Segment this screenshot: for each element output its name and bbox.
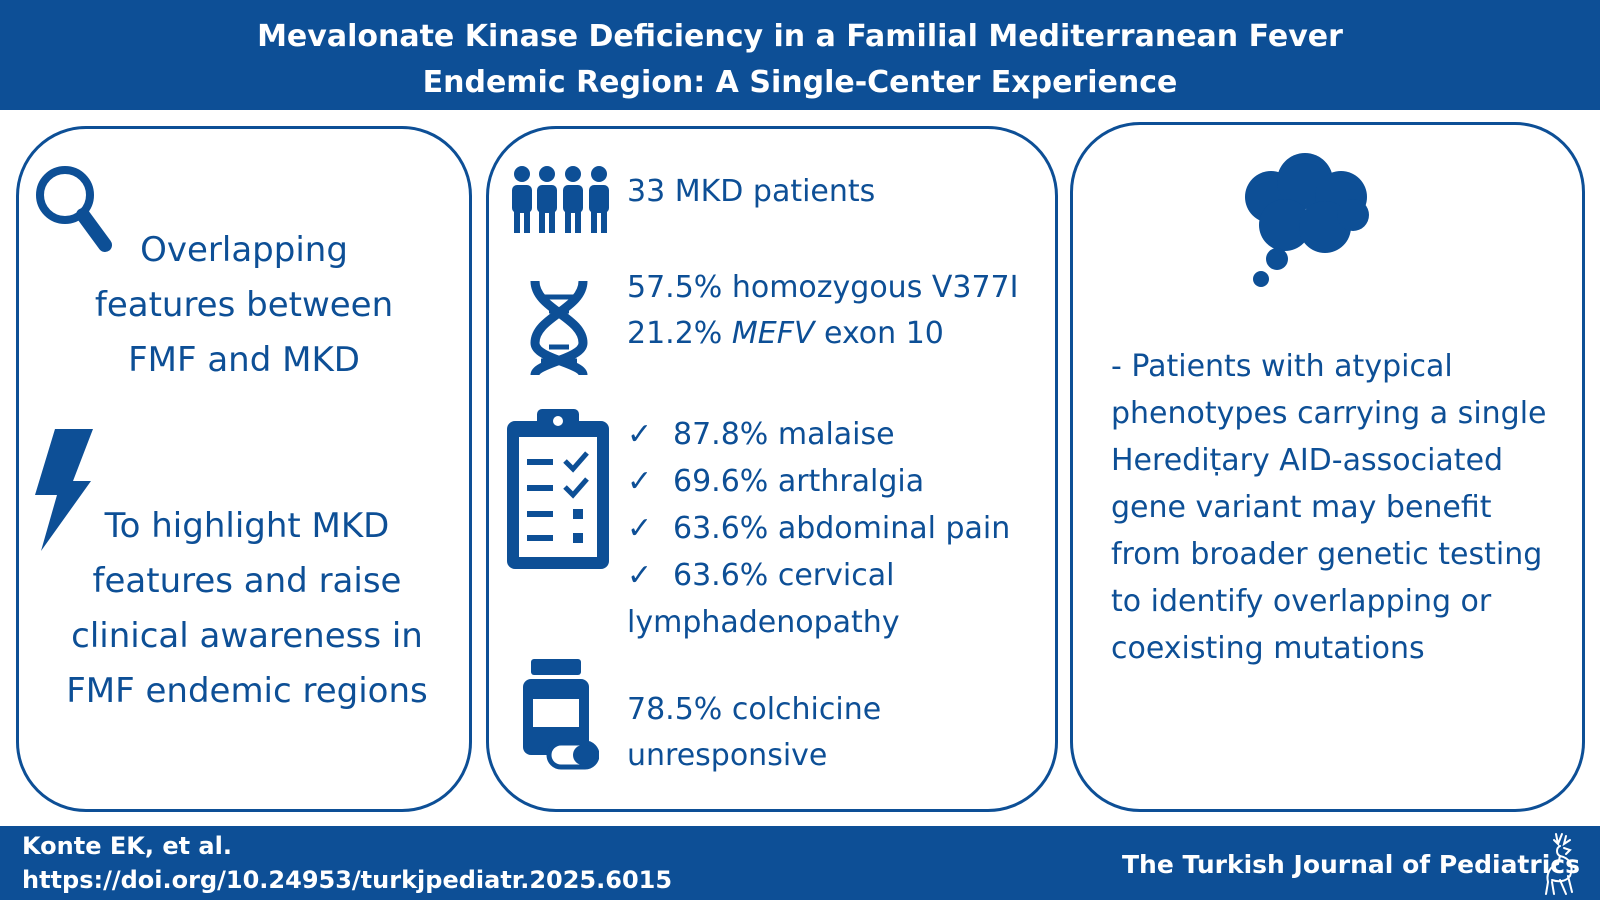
magnifying-glass-icon bbox=[36, 166, 112, 252]
symptom-list: ✓ 87.8% malaise ✓ 69.6% arthralgia ✓ 63.6% … bbox=[627, 411, 1010, 646]
overlapping-features-text: Overlapping features between FMF and MKD bbox=[94, 230, 394, 380]
title-line-2: Endemic Region: A Single-Center Experien… bbox=[422, 65, 1178, 100]
author-citation: Konte EK, et al. bbox=[22, 832, 232, 860]
symptom-item: ✓ 63.6% abdominal pain bbox=[627, 505, 1010, 552]
journal-name: The Turkish Journal of Pediatrics bbox=[1122, 850, 1580, 879]
deer-logo-icon bbox=[1545, 833, 1573, 895]
people-icon bbox=[512, 166, 609, 233]
check-icon: ✓ bbox=[627, 558, 653, 593]
mefv-gene: MEFV bbox=[731, 316, 815, 351]
medicine-bottle-icon bbox=[523, 659, 599, 770]
right-panel: - Patients with atypical phenotypes carr… bbox=[1070, 122, 1585, 812]
footer-banner: Konte EK, et al. https://doi.org/10.2495… bbox=[0, 826, 1600, 900]
mefv-exon: exon 10 bbox=[824, 316, 944, 351]
symptom-item: ✓ 63.6% cervical bbox=[627, 552, 1010, 599]
lightning-bolt-icon bbox=[35, 429, 93, 551]
symptom-continuation: lymphadenopathy bbox=[627, 605, 900, 640]
genotype-v377i: 57.5% homozygous V377I bbox=[627, 270, 1019, 305]
colchicine-line-1: 78.5% colchicine bbox=[627, 692, 882, 727]
check-icon: ✓ bbox=[627, 464, 653, 499]
title-line-1: Mevalonate Kinase Deficiency in a Famili… bbox=[257, 19, 1343, 54]
genotype-mefv: 21.2% MEFV exon 10 bbox=[627, 311, 944, 357]
symptom-item: ✓ 87.8% malaise bbox=[627, 411, 1010, 458]
middle-panel: 33 MKD patients 57.5% homozygous V377I 2… bbox=[486, 126, 1058, 812]
dna-icon bbox=[530, 280, 588, 377]
patients-count: 33 MKD patients bbox=[627, 174, 876, 209]
symptom-item: ✓ 69.6% arthralgia bbox=[627, 458, 1010, 505]
header-banner: Mevalonate Kinase Deficiency in a Famili… bbox=[0, 0, 1600, 110]
conclusion-text: - Patients with atypical phenotypes carr… bbox=[1111, 349, 1547, 666]
doi-link[interactable]: https://doi.org/10.24953/turkjpediatr.20… bbox=[22, 866, 673, 894]
clipboard-checklist-icon bbox=[507, 409, 609, 569]
aim-text: To highlight MKD features and raise clin… bbox=[66, 506, 428, 711]
left-panel: Overlapping features between FMF and MKD… bbox=[16, 126, 472, 812]
check-icon: ✓ bbox=[627, 511, 653, 546]
check-icon: ✓ bbox=[627, 417, 653, 452]
mefv-percent: 21.2% bbox=[627, 316, 723, 351]
colchicine-line-2: unresponsive bbox=[627, 738, 828, 773]
thought-cloud-icon bbox=[1245, 153, 1369, 287]
